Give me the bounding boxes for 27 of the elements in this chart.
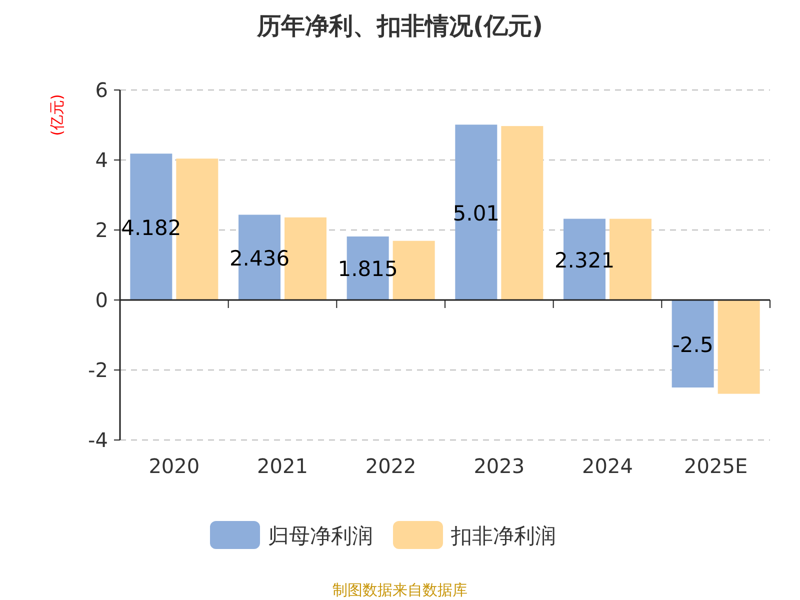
legend-label: 归母净利润 [268, 524, 373, 548]
bar [455, 124, 498, 300]
x-tick-label: 2020 [148, 454, 200, 478]
data-label: 1.815 [338, 257, 398, 282]
bar [672, 300, 714, 388]
x-tick-label: 2022 [365, 454, 416, 478]
y-tick-label: -4 [88, 428, 108, 452]
bar [718, 300, 760, 394]
legend-label: 扣非净利润 [450, 524, 556, 548]
bar [501, 126, 544, 300]
x-tick-label: 2021 [257, 454, 308, 478]
data-label: -2.5 [672, 332, 714, 357]
y-tick-label: 4 [95, 148, 108, 172]
data-label: 5.01 [452, 201, 500, 226]
y-tick-label: 2 [95, 218, 108, 242]
data-label: 4.182 [121, 216, 182, 240]
data-label: 2.436 [229, 246, 290, 270]
y-tick-label: -2 [88, 358, 108, 382]
x-tick-label: 2024 [582, 454, 633, 478]
x-tick-label: 2025E [684, 454, 748, 478]
chart-title: 历年净利、扣非情况(亿元) [256, 12, 543, 40]
y-axis-title: (亿元) [48, 94, 66, 136]
y-tick-label: 6 [95, 78, 108, 102]
text: 制图数据来自数据库 [332, 581, 468, 599]
y-tick-label: 0 [95, 288, 108, 312]
x-tick-label: 2023 [474, 454, 525, 478]
data-label: 2.321 [554, 248, 615, 272]
